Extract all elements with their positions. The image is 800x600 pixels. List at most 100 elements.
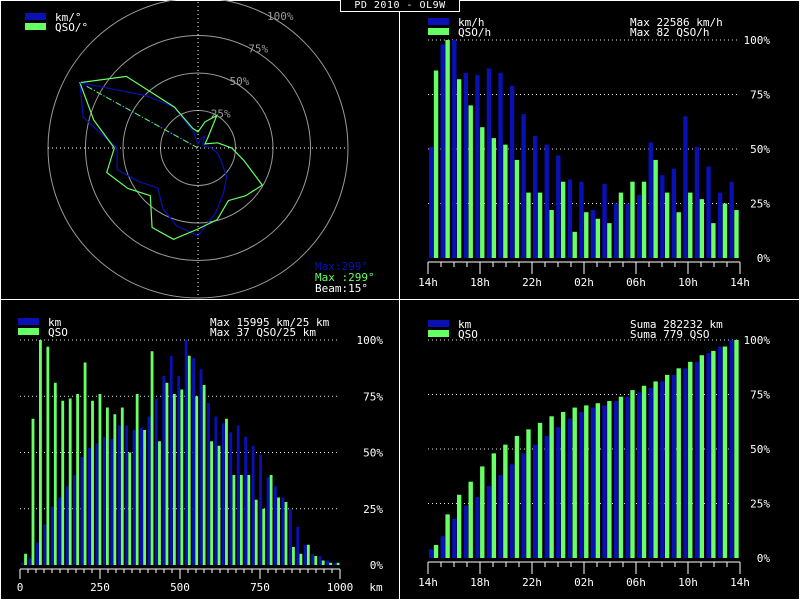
rate-bar-km [602,183,607,258]
rate-stat-qso: Max 82 QSO/h [630,26,709,39]
cumulative-bar-km [544,435,549,558]
rate-xtick-label: 14h [418,276,438,289]
distance-bar-qso [98,394,102,565]
distance-bar-km [296,526,300,565]
distance-bar-qso [158,441,161,565]
distance-bar-km [43,524,47,565]
rate-bar-km [475,74,480,258]
distance-xtick-label: 1000 [327,581,354,594]
distance-bar-qso [292,547,295,565]
cumulative-bar-qso [549,416,554,558]
cumulative-bar-km [463,505,469,558]
distance-bar-qso [262,508,266,565]
distance-bar-qso [210,441,213,565]
cumulative-bar-qso [584,405,589,558]
rate-xtick-label: 22h [522,276,542,289]
distance-bar-km [154,398,158,565]
cumulative-xtick-label: 06h [626,576,646,589]
rate-ytick-label: 25% [750,198,770,211]
polar-stat-max-qso: Max :299° [315,271,375,284]
rate-bar-qso [618,192,624,258]
rate-bar-km [590,210,596,258]
distance-bar-qso [180,389,184,565]
cumulative-legend-label-km: km [458,318,472,331]
cumulative-bar-km [567,418,573,558]
cumulative-ytick-label: 100% [744,334,771,347]
rate-xtick-label: 02h [574,276,594,289]
cumulative-ytick-label: 25% [750,498,770,511]
rate-bar-qso [491,138,497,258]
distance-bar-km [169,355,173,565]
rate-bar-qso [653,159,658,258]
cumulative-bar-qso [664,374,670,558]
distance-bar-km [110,439,114,565]
rate-bar-qso [433,70,439,259]
cumulative-bar-qso [491,453,497,558]
rate-bar-qso [641,181,647,258]
distance-bar-qso [128,452,132,565]
distance-bar-km [251,445,255,565]
distance-bar-qso [61,400,65,565]
distance-bar-qso [113,414,117,565]
polar-ring [47,0,349,299]
distance-bar-qso [120,407,124,565]
distance-bar-qso [135,394,139,565]
distance-legend-swatch-qso [18,328,39,335]
cumulative-bar-qso [456,494,462,558]
rate-xtick-label: 18h [470,276,490,289]
cumulative-bar-km [475,496,480,558]
rate-bar-qso [560,181,566,258]
rate-bar-qso [676,212,681,258]
distance-bar-km [184,340,188,565]
distance-stat-qso: Max 37 QSO/25 km [210,326,316,339]
rate-bar-km [579,181,584,258]
cumulative-ytick-label: 50% [750,443,770,456]
distance-bar-km [244,436,248,565]
cumulative-bar-qso [711,350,716,558]
rate-bar-km [625,203,630,258]
distance-bar-km [177,376,181,565]
distance-ytick-label: 25% [363,503,383,516]
cumulative-bar-km [486,486,492,558]
rate-legend-label-km: km/h [458,16,485,29]
cumulative-bar-km [498,475,503,558]
cumulative-bar-km [452,518,457,558]
distance-bar-qso [284,502,288,565]
distance-bar-km [274,486,277,565]
cumulative-stat-km: Suma 282232 km [630,318,723,331]
cumulative-bar-qso [480,466,485,558]
polar-stat-beam: Beam:15° [315,282,368,295]
distance-bar-km [326,560,329,565]
rate-bar-km [521,114,526,259]
rate-bar-qso [711,223,716,258]
rate-bar-qso [468,105,473,259]
distance-bar-qso [336,562,340,565]
distance-bar-km [132,430,136,565]
polar-legend-label-km: km/° [55,11,82,24]
distance-stat-km: Max 15995 km/25 km [210,316,330,329]
rate-bar-km [452,40,457,258]
distance-ytick-label: 50% [363,447,383,460]
rate-bar-qso [734,210,739,258]
cumulative-xtick-label: 02h [574,576,594,589]
rate-xtick-label: 10h [678,276,698,289]
cumulative-bar-qso [630,390,635,558]
distance-bar-qso [269,475,273,565]
distance-ytick-label: 75% [363,390,383,403]
cumulative-bar-km [706,353,711,558]
cumulative-bar-qso [595,403,601,558]
distance-bar-km [73,475,76,565]
rate-bar-km [729,181,734,258]
distance-bar-qso [247,475,251,565]
distance-legend-label-qso: QSO [48,326,68,339]
cumulative-xtick-label: 14h [730,576,750,589]
distance-bar-km [318,556,322,565]
rate-bar-km [717,192,723,258]
rate-bar-km [544,144,549,258]
cumulative-bar-km [521,453,526,558]
distance-legend-label-km: km [48,316,62,329]
cumulative-bar-qso [699,355,705,558]
distance-bar-km [221,423,225,565]
polar-shape-km [79,81,228,237]
